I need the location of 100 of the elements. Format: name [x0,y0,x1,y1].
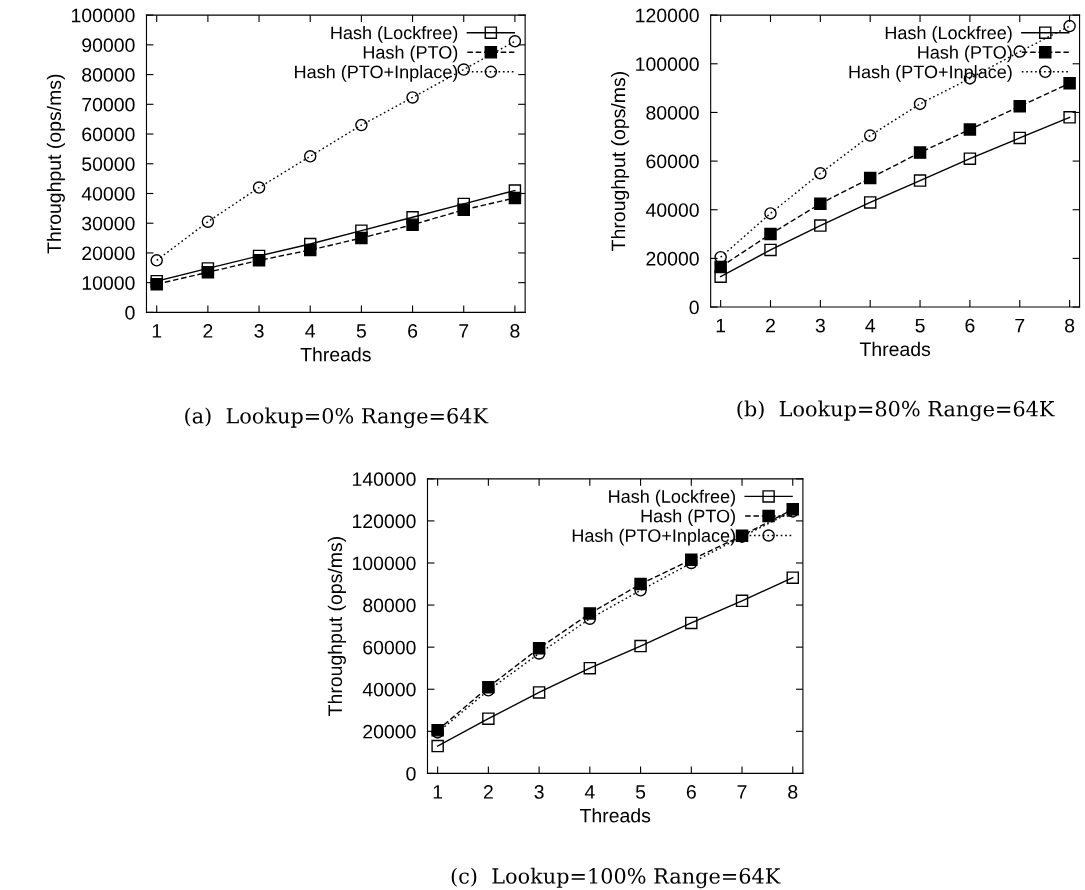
x-tick-label: 5 [915,318,925,333]
point [583,661,597,675]
point [814,167,827,180]
text: (c) Lookup=100% Range=64K [451,867,781,889]
point [913,97,927,111]
x-tick-label: 7 [737,785,747,799]
point [863,129,877,142]
point [150,254,163,267]
legend-label: Hash (Lockfree) [331,25,458,43]
x-tick-label: 4 [865,318,876,333]
point [1013,131,1027,145]
point [863,171,877,185]
point [1063,19,1076,33]
point [714,270,727,283]
point [508,35,522,48]
x-tick-label: 7 [1015,318,1025,333]
point [714,260,727,274]
point [963,123,977,136]
point [252,181,266,194]
point [532,686,546,699]
x-tick-label: 7 [459,324,469,338]
y-tick-label: 40000 [362,682,416,697]
point [1063,76,1076,90]
legend-label: Hash (PTO) [363,45,458,63]
legend-label: Hash (Lockfree) [885,25,1012,43]
x-tick-label: 2 [203,324,213,338]
point [764,207,777,220]
x-axis-title: Threads [579,808,651,823]
point [1013,45,1027,58]
y-axis-title: Throughput (ops/ms) [327,537,346,716]
point [963,152,977,165]
x-tick-label: 4 [584,785,595,799]
x-tick-label: 1 [152,324,162,338]
point [814,197,827,210]
y-tick-label: 120000 [352,514,416,529]
y-tick-label: 70000 [82,97,135,112]
x-tick-label: 1 [716,318,726,333]
x-tick-label: 5 [356,324,366,338]
point [634,639,647,653]
y-tick-label: 20000 [363,724,416,739]
y-tick-label: 0 [406,766,416,781]
x-tick-label: 2 [483,785,493,799]
y-tick-label: 40000 [81,186,135,201]
point [735,594,749,608]
y-tick-label: 20000 [82,246,135,261]
point [252,254,266,267]
x-axis-title: Threads [300,347,371,362]
x-tick-label: 3 [534,785,544,799]
point [406,91,419,104]
point [764,243,777,257]
y-tick-label: 120000 [636,8,699,23]
point [201,215,215,228]
y-tick-label: 0 [125,305,135,320]
legend-label: Hash (PTO) [918,45,1012,63]
legend-label: Hash (PTO+Inplace) [572,528,735,546]
point [814,219,827,232]
y-tick-label: 80000 [363,598,416,613]
x-tick-label: 6 [965,318,975,333]
y-tick-label: 30000 [82,216,135,231]
y-tick-label: 140000 [352,472,416,487]
point [303,243,317,257]
x-axis-title: Threads [859,341,931,357]
y-axis-title: Throughput (ops/ms) [611,72,630,251]
point [201,266,215,279]
y-tick-label: 50000 [82,157,135,171]
legend-label: Hash (PTO+Inplace) [849,65,1012,82]
point [303,150,317,163]
text: (b) Lookup=80% Range=64K [737,400,1055,421]
point [431,739,444,753]
point [406,218,419,231]
point [508,191,522,205]
x-tick-label: 8 [1065,318,1075,333]
y-tick-label: 40000 [645,203,699,217]
point [764,227,777,241]
x-tick-label: 8 [788,785,798,799]
point [457,63,470,76]
point [355,231,368,245]
point [355,118,368,132]
x-tick-label: 3 [254,324,264,338]
x-tick-label: 5 [635,785,646,799]
y-tick-label: 10000 [82,276,135,290]
y-tick-label: 60000 [82,127,135,142]
point [457,203,470,217]
y-tick-label: 60000 [646,154,699,169]
x-tick-label: 3 [815,318,825,333]
point [1063,111,1076,124]
y-tick-label: 100000 [71,8,135,23]
y-tick-label: 0 [689,300,699,315]
point [913,146,927,159]
y-tick-label: 80000 [646,105,699,120]
text: (a) Lookup=0% Range=64K [185,407,489,428]
x-tick-label: 4 [305,324,316,338]
point [786,571,800,584]
y-axis-title: Throughput (ops/ms) [46,74,65,254]
x-tick-label: 6 [408,324,418,338]
x-tick-label: 1 [433,785,443,799]
x-tick-label: 8 [510,324,520,338]
point [685,616,698,630]
x-tick-label: 6 [686,785,696,799]
y-tick-label: 60000 [363,640,416,655]
